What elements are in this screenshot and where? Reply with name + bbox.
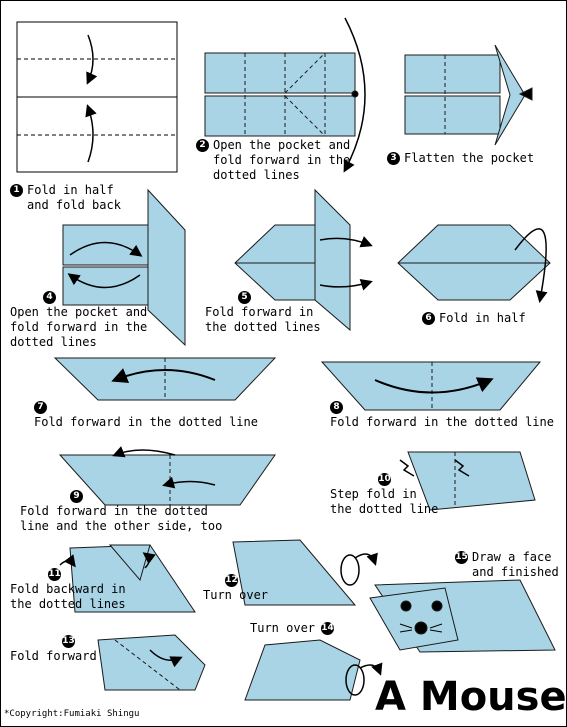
page-title: A Mouse bbox=[375, 674, 567, 720]
step7-label: 7 Fold forward in the dotted line bbox=[34, 401, 258, 429]
step10-figure bbox=[399, 451, 536, 511]
step8-figure bbox=[320, 361, 542, 411]
step1-label: 1 Fold in half and fold back bbox=[10, 183, 121, 213]
step14-label: Turn over 14 bbox=[250, 621, 335, 635]
step5-figure bbox=[234, 188, 373, 332]
step6-label: 6 Fold in half bbox=[422, 311, 526, 326]
step3-figure bbox=[404, 44, 533, 146]
step5-label: 5 Fold forward in the dotted lines bbox=[205, 291, 321, 334]
step12-label: 12 Turn over bbox=[203, 574, 269, 602]
step13-label: 13 Fold forward bbox=[10, 635, 97, 663]
step2-figure bbox=[204, 17, 366, 173]
step9-label: 9 Fold forward in the dotted line and the… bbox=[20, 490, 223, 533]
step14-figure bbox=[244, 639, 383, 701]
step6-figure bbox=[397, 224, 551, 303]
step11-label: 11 Fold backward in the dotted lines bbox=[10, 568, 126, 611]
step11-figure bbox=[59, 544, 196, 613]
step1-figure bbox=[16, 21, 178, 173]
step10-label: 10 Step fold in the dotted line bbox=[330, 473, 439, 516]
step4-figure bbox=[62, 188, 186, 347]
step9-figure bbox=[58, 446, 276, 506]
step7-figure bbox=[53, 357, 277, 401]
step8-label: 8 Fold forward in the dotted line bbox=[330, 401, 554, 429]
step2-label: 2 Open the pocket and fold forward in the… bbox=[196, 138, 350, 183]
step12-figure bbox=[232, 539, 378, 606]
step3-label: 3 Flatten the pocket bbox=[387, 151, 534, 166]
copyright-text: *Copyright:Fumiaki Shingu bbox=[4, 709, 140, 719]
step4-label: 4 Open the pocket and fold forward in the… bbox=[10, 291, 148, 349]
step15-mouse-figure bbox=[369, 579, 556, 653]
step15-label: 15 Draw a face and finished bbox=[455, 550, 559, 579]
step13-figure bbox=[97, 634, 206, 691]
